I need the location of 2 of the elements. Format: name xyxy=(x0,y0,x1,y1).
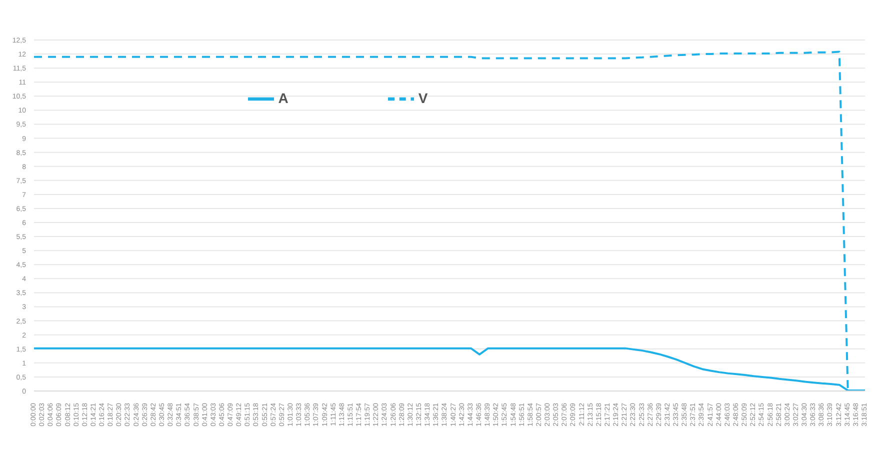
legend-label: V xyxy=(418,90,428,106)
legend-label: A xyxy=(278,90,288,106)
